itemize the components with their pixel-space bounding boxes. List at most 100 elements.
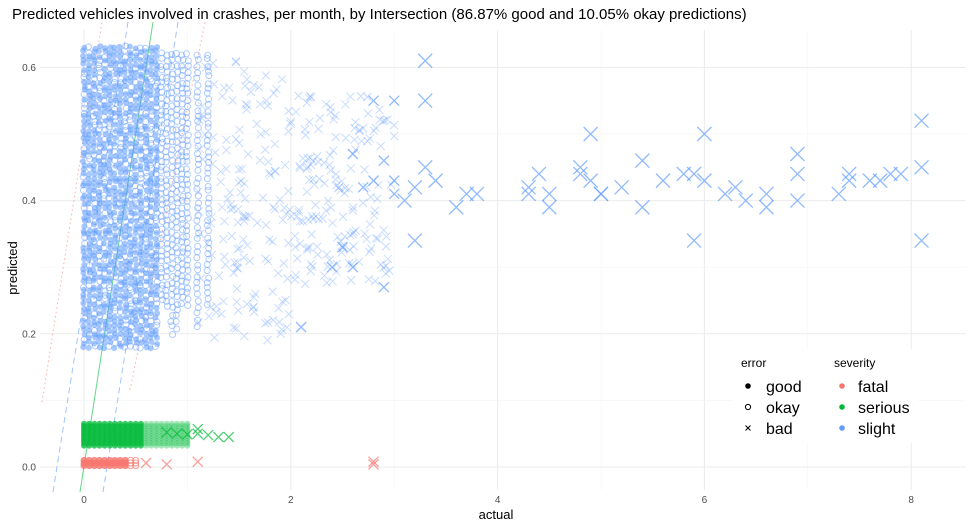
slight-point (329, 115, 339, 124)
slight-point (298, 154, 308, 163)
slight-point (157, 247, 165, 255)
slight-point (127, 56, 134, 63)
slight-point (261, 127, 271, 137)
serious-point (158, 442, 165, 449)
serious-point (143, 423, 150, 430)
slight-point (172, 111, 180, 119)
slight-point (263, 101, 273, 111)
slight-point (178, 287, 186, 295)
slight-point (204, 186, 212, 194)
slight-point (85, 217, 92, 224)
slight-point (91, 340, 98, 347)
slight-point (107, 153, 114, 160)
slight-point (106, 275, 113, 282)
slight-point (127, 206, 134, 213)
serious-point (86, 420, 93, 427)
slight-point (90, 140, 97, 147)
serious-point (153, 442, 160, 449)
slight-point (194, 266, 202, 274)
slight-point (106, 115, 113, 122)
slight-point (245, 211, 254, 221)
slight-point (417, 93, 433, 109)
slight-point (131, 56, 138, 63)
serious-point (158, 420, 165, 427)
slight-point (168, 51, 176, 59)
slight-point (195, 199, 203, 207)
slight-point (727, 179, 743, 195)
slight-point (85, 281, 93, 289)
slight-point (86, 292, 93, 299)
slight-point (194, 304, 202, 312)
slight-point (234, 138, 244, 148)
slight-point (278, 297, 287, 307)
slight-point (193, 273, 201, 281)
slight-point (193, 136, 201, 144)
slight-point (328, 146, 338, 155)
slight-point (143, 322, 150, 329)
slight-point (101, 66, 108, 73)
slight-point (348, 206, 358, 215)
slight-point (204, 123, 212, 131)
slight-point (193, 51, 201, 59)
slight-point (116, 43, 123, 50)
slight-point (126, 265, 133, 272)
slight-point (126, 232, 133, 239)
legend-label-okay: okay (766, 400, 800, 417)
slight-point (132, 249, 139, 256)
slight-point (375, 115, 385, 125)
slight-point (334, 182, 344, 192)
slight-point (152, 119, 159, 126)
slight-point (173, 75, 181, 83)
slight-point (373, 234, 383, 244)
serious-point (153, 430, 160, 437)
slight-point (322, 250, 332, 259)
slight-point (238, 235, 248, 244)
slight-point (360, 165, 369, 174)
slight-point (314, 214, 323, 224)
slight-point (116, 175, 123, 182)
slight-point (106, 70, 113, 77)
slight-point (332, 259, 342, 269)
slight-point (111, 258, 118, 265)
slight-point (100, 345, 107, 352)
slight-point (154, 44, 161, 51)
slight-point (162, 273, 170, 281)
slight-point (183, 113, 191, 121)
slight-point (363, 136, 372, 146)
slight-point (174, 256, 182, 264)
slight-point (230, 258, 239, 268)
slight-point (346, 163, 356, 173)
legend-okay-circle-icon (744, 403, 752, 411)
serious-point (202, 429, 214, 441)
slight-point (96, 257, 104, 265)
slight-point (221, 164, 231, 174)
serious-point (158, 425, 165, 432)
slight-point (312, 151, 322, 161)
slight-point (183, 288, 191, 296)
slight-point (107, 338, 114, 345)
slight-point (311, 200, 320, 210)
slight-point (177, 165, 185, 173)
slight-point (204, 119, 212, 127)
slight-point (169, 330, 177, 338)
slight-point (112, 192, 119, 199)
slight-point (194, 318, 203, 327)
serious-point (143, 428, 150, 435)
slight-point (86, 313, 93, 320)
slight-point (133, 261, 140, 268)
slight-point (303, 162, 313, 172)
slight-point (228, 203, 238, 213)
slight-point (90, 314, 97, 321)
slight-point (301, 130, 310, 140)
slight-point (368, 175, 379, 187)
slight-point (240, 212, 249, 222)
slight-point (183, 249, 191, 257)
slight-point (112, 232, 119, 239)
serious-point (148, 420, 155, 427)
slight-point (158, 107, 166, 115)
slight-point (101, 332, 108, 339)
slight-point (204, 131, 212, 139)
slight-point (331, 175, 341, 184)
slight-point (183, 85, 191, 93)
slight-point (111, 262, 118, 269)
